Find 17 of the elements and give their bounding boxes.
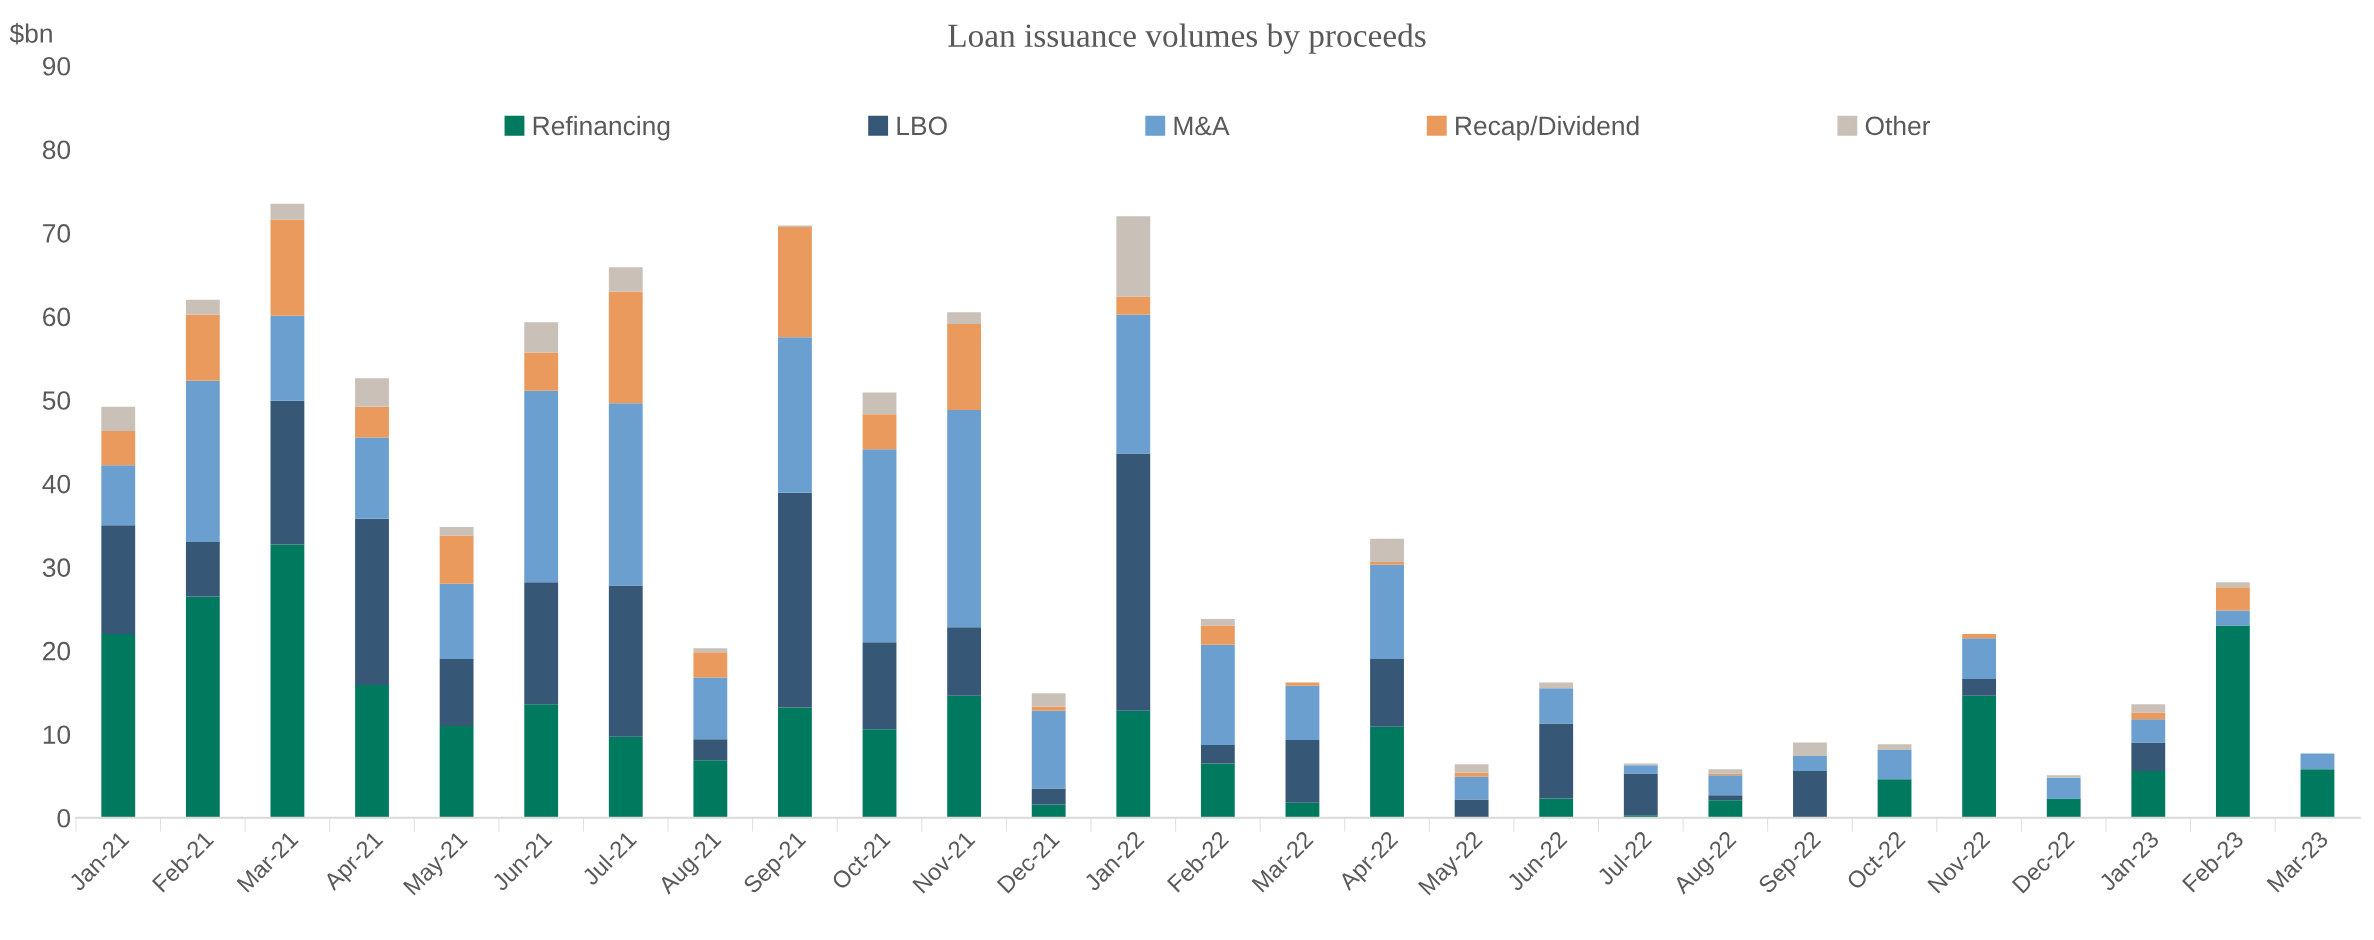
y-tick-label: 70 xyxy=(43,224,71,243)
y-tick-label: 10 xyxy=(43,725,71,745)
legend-label: Refinancing xyxy=(533,115,670,141)
y-tick-label: 40 xyxy=(42,474,71,494)
y-tick-label: 0 xyxy=(57,808,71,828)
y-tick-label: 50 xyxy=(42,391,71,410)
legend-label: Other xyxy=(1865,115,1931,136)
y-axis-title: $bn xyxy=(9,23,52,45)
y-tick-label: 30 xyxy=(42,558,71,577)
legend-label: LBO xyxy=(897,116,947,136)
y-tick-label: 90 xyxy=(42,56,71,76)
legend-label: Recap/Dividend xyxy=(1456,115,1639,141)
y-tick-label: 20 xyxy=(43,641,71,661)
y-tick-label: 60 xyxy=(43,307,71,327)
y-tick-label: 80 xyxy=(42,140,71,160)
chart-title: Loan issuance volumes by proceeds xyxy=(948,23,1426,54)
legend-label: M&A xyxy=(1174,116,1230,136)
